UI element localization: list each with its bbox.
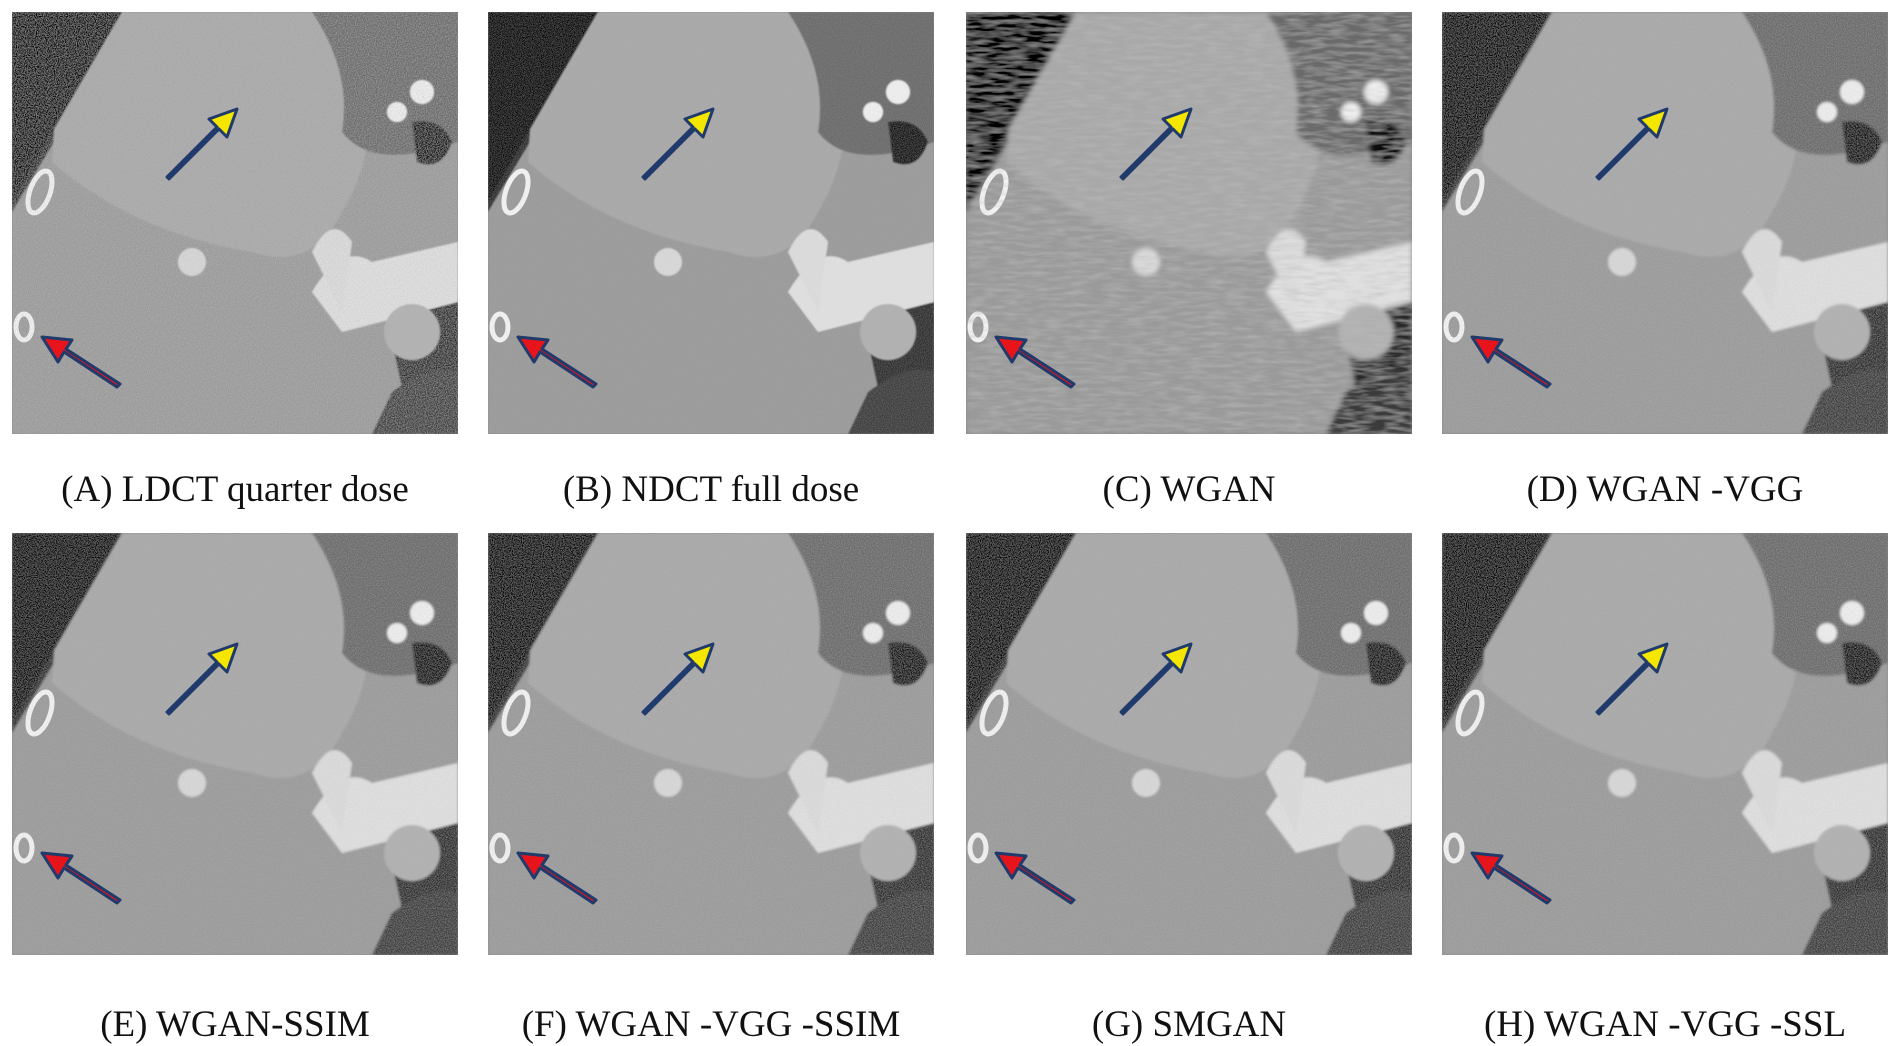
yellow-arrow-icon [1119,107,1193,181]
panel-caption: (F) WGAN -VGG -SSIM [521,1004,901,1045]
ct-image-panel [966,12,1412,434]
red-arrow-icon [1470,335,1552,389]
panel-caption: (C) WGAN [1102,469,1276,510]
ct-image-panel [12,533,458,955]
red-arrow-icon [994,851,1076,905]
yellow-arrow-icon [1595,642,1669,716]
yellow-arrow-icon [1119,642,1193,716]
red-arrow-icon [40,851,122,905]
panel-caption: (B) NDCT full dose [562,469,860,510]
red-arrow-icon [994,335,1076,389]
ct-image-panel [1442,533,1888,955]
red-arrow-icon [40,335,122,389]
red-arrow-icon [516,335,598,389]
panel-caption: (E) WGAN-SSIM [100,1004,370,1045]
ct-image-panel [488,533,934,955]
panel-caption: (G) SMGAN [1091,1004,1287,1045]
panel-caption: (H) WGAN -VGG -SSL [1483,1004,1847,1045]
ct-image-panel [488,12,934,434]
ct-image-panel [966,533,1412,955]
panel-caption: (A) LDCT quarter dose [61,469,409,510]
yellow-arrow-icon [165,107,239,181]
red-arrow-icon [1470,851,1552,905]
ct-image-panel [1442,12,1888,434]
yellow-arrow-icon [165,642,239,716]
yellow-arrow-icon [1595,107,1669,181]
yellow-arrow-icon [641,107,715,181]
yellow-arrow-icon [641,642,715,716]
panel-caption: (D) WGAN -VGG [1526,469,1804,510]
ct-image-panel [12,12,458,434]
red-arrow-icon [516,851,598,905]
